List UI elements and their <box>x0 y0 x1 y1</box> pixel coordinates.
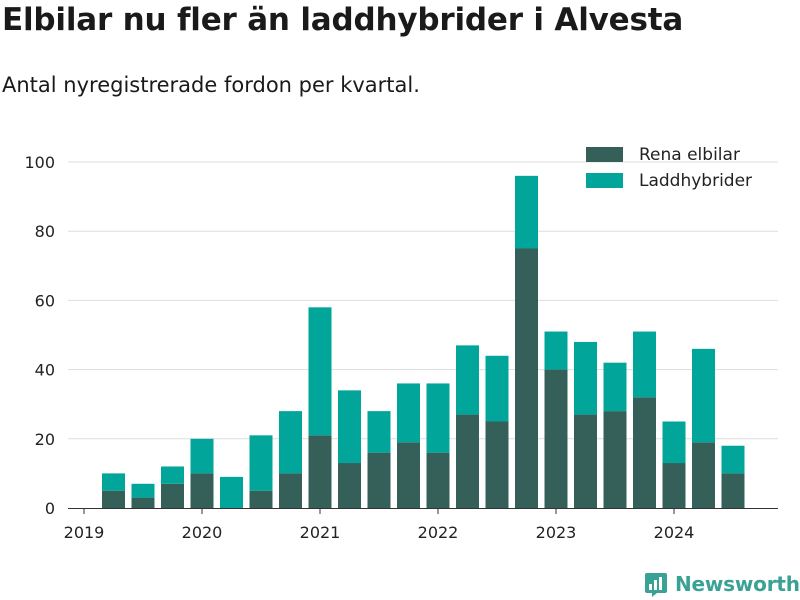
y-tick-label: 60 <box>35 291 55 310</box>
bar-rena-elbilar <box>367 452 391 508</box>
bar-rena-elbilar <box>397 442 420 508</box>
x-tick-label: 2020 <box>182 523 223 542</box>
bar-rena-elbilar <box>249 490 273 508</box>
x-tick-label: 2021 <box>300 523 341 542</box>
legend-label: Laddhybrider <box>639 171 752 191</box>
bar-rena-elbilar <box>692 442 715 508</box>
bar-rena-elbilar <box>426 452 450 508</box>
bar-rena-elbilar <box>102 490 125 508</box>
bar-laddhybrider <box>721 445 745 474</box>
bar-rena-elbilar <box>279 473 302 508</box>
bar-laddhybrider <box>190 438 214 474</box>
chart-title: Elbilar nu fler än laddhybrider i Alvest… <box>2 2 684 38</box>
bar-rena-elbilar <box>338 463 361 508</box>
bar-laddhybrider <box>308 307 332 436</box>
bar-laddhybrider <box>102 473 125 491</box>
bar-rena-elbilar <box>485 421 509 508</box>
legend-swatch <box>586 147 623 162</box>
bar-rena-elbilar <box>721 473 745 508</box>
bar-rena-elbilar <box>515 248 538 508</box>
bar-laddhybrider <box>485 355 509 422</box>
y-tick-label: 100 <box>24 153 55 172</box>
axes: 0 20 40 60 80 100 2019 2020 2021 2022 2023 2024 <box>24 153 778 542</box>
x-tick-label: 2019 <box>64 523 105 542</box>
bar-laddhybrider <box>249 435 273 491</box>
bars <box>102 175 745 508</box>
y-tick-label: 40 <box>35 361 55 380</box>
brand-name: Newsworthy <box>675 572 800 596</box>
bar-laddhybrider <box>161 466 184 484</box>
bar-laddhybrider <box>279 411 302 474</box>
bar-laddhybrider <box>456 345 479 415</box>
bar-rena-elbilar <box>574 414 597 508</box>
bar-laddhybrider <box>692 348 715 443</box>
bar-rena-elbilar <box>131 497 155 508</box>
bar-rena-elbilar <box>603 411 627 508</box>
bar-rena-elbilar <box>456 414 479 508</box>
bar-laddhybrider <box>220 476 243 508</box>
y-tick-label: 80 <box>35 222 55 241</box>
gridlines <box>68 161 778 440</box>
legend-label: Rena elbilar <box>639 145 740 165</box>
bar-laddhybrider <box>603 362 627 412</box>
legend-swatch <box>586 173 623 188</box>
bar-rena-elbilar <box>662 463 686 508</box>
bar-rena-elbilar <box>308 435 332 508</box>
newsworthy-logo-icon <box>645 573 667 597</box>
bar-rena-elbilar <box>161 483 184 508</box>
x-tick-label: 2023 <box>536 523 577 542</box>
chart-subtitle: Antal nyregistrerade fordon per kvartal. <box>2 73 420 97</box>
newsworthy-logo: Newsworthy <box>643 569 800 599</box>
bar-rena-elbilar <box>544 369 568 508</box>
x-tick-label: 2024 <box>654 523 695 542</box>
bar-rena-elbilar <box>633 397 656 508</box>
bar-laddhybrider <box>367 411 391 453</box>
bar-laddhybrider <box>338 390 361 464</box>
y-tick-label: 0 <box>45 499 55 518</box>
bar-laddhybrider <box>574 341 597 415</box>
bar-laddhybrider <box>662 421 686 464</box>
bar-laddhybrider <box>131 483 155 498</box>
bar-laddhybrider <box>397 383 420 443</box>
bar-laddhybrider <box>633 331 656 398</box>
y-tick-label: 20 <box>35 430 55 449</box>
bar-laddhybrider <box>544 331 568 370</box>
bar-laddhybrider <box>515 175 538 249</box>
legend: Rena elbilar Laddhybrider <box>586 145 752 191</box>
x-tick-label: 2022 <box>418 523 459 542</box>
bar-rena-elbilar <box>190 473 214 508</box>
bar-laddhybrider <box>426 383 450 453</box>
